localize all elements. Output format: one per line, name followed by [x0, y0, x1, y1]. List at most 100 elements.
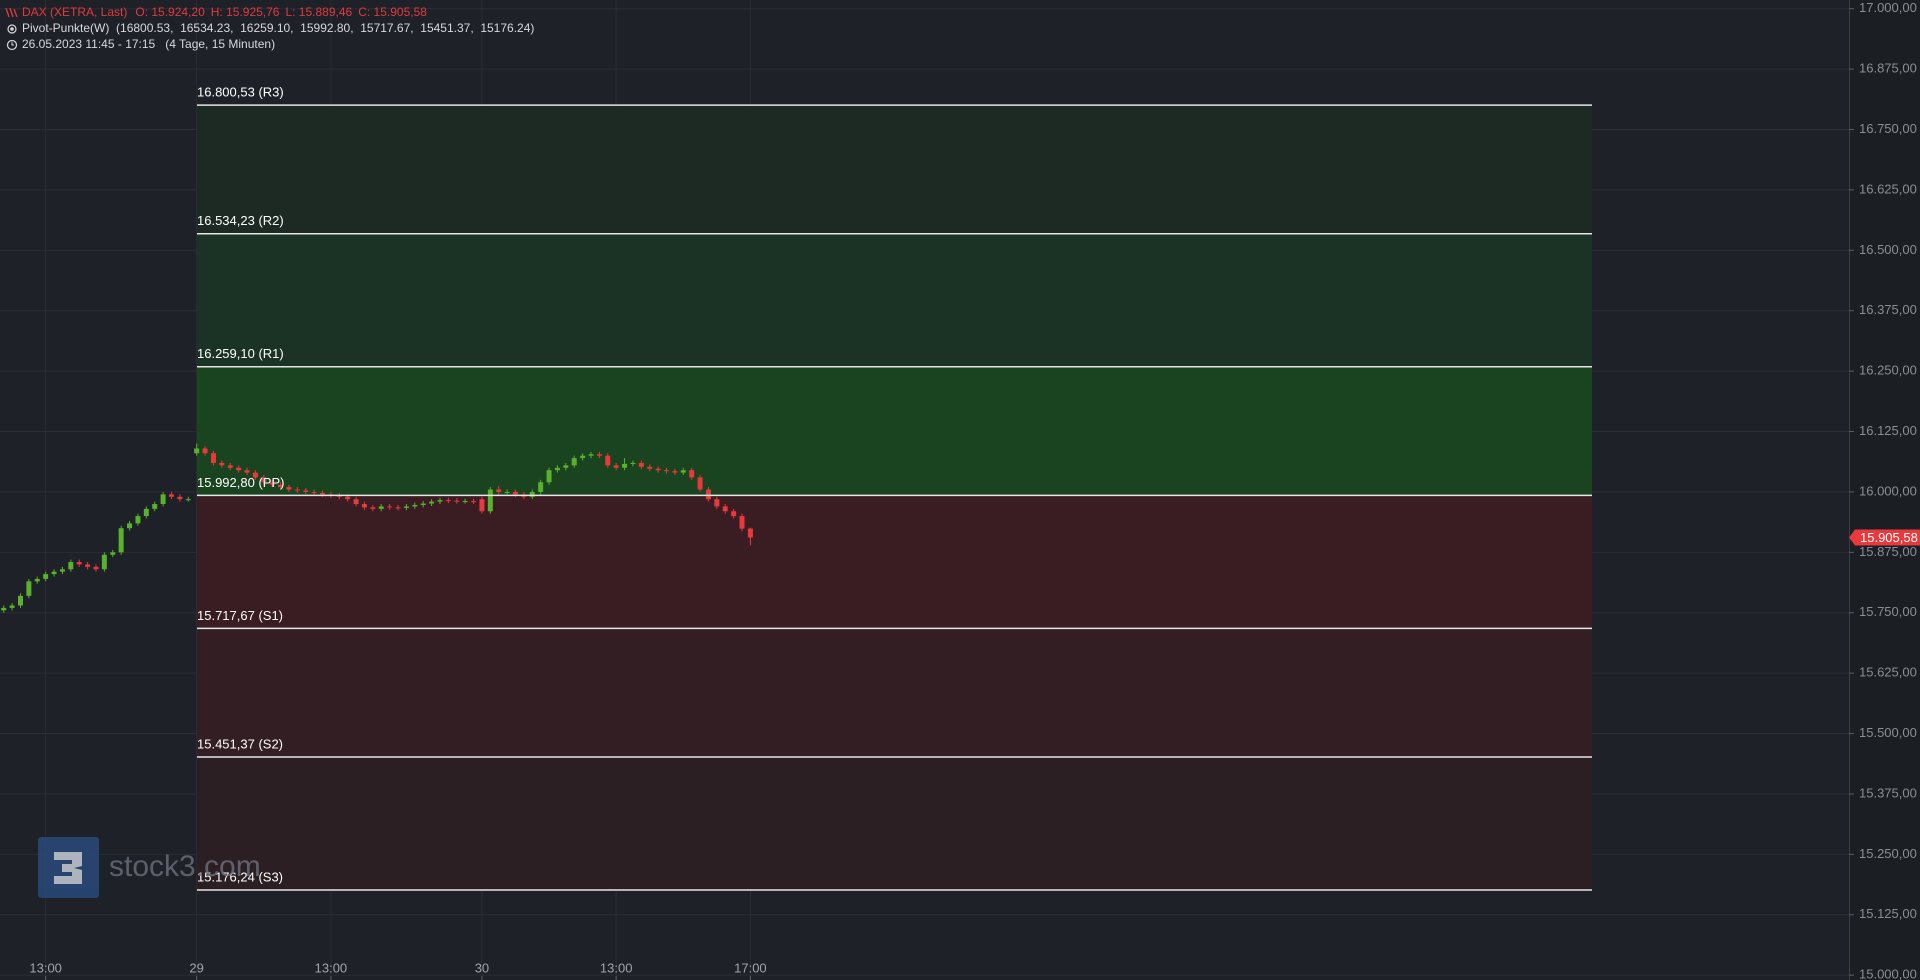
- candle-body: [680, 470, 686, 473]
- candle-body: [445, 500, 451, 502]
- pivot-zone: [197, 757, 1592, 891]
- candle-body: [152, 504, 158, 509]
- ohlc-label: H: 15.925,76: [211, 5, 280, 19]
- candle-body: [387, 506, 393, 508]
- pivot-zones: [197, 105, 1592, 891]
- candle-body: [227, 465, 233, 468]
- candle-body: [647, 466, 653, 469]
- candle-body: [697, 477, 703, 490]
- candle-body: [664, 470, 670, 472]
- candle-body: [294, 489, 300, 491]
- candle-body: [160, 494, 166, 505]
- candle-body: [739, 516, 745, 529]
- candle-body: [395, 507, 401, 509]
- candle-body: [177, 496, 183, 500]
- candle-body: [672, 471, 678, 473]
- candle-body: [34, 578, 40, 582]
- pivot-lines: 16.800,53 (R3) 16.534,23 (R2) 16.259,10 (R…: [197, 85, 1592, 891]
- candle-body: [68, 562, 74, 570]
- watermark-glyph: [54, 852, 82, 884]
- candle-body: [135, 516, 141, 524]
- candle-body: [622, 463, 628, 468]
- candle-body: [580, 455, 586, 459]
- candle-body: [59, 569, 65, 572]
- candle-body: [630, 462, 636, 464]
- candle-body: [244, 470, 250, 473]
- pivot-label: 16.259,10 (R1): [197, 346, 284, 361]
- candle-body: [320, 492, 326, 495]
- candle-body: [538, 482, 544, 492]
- candle-body: [219, 462, 225, 466]
- y-tick-label: 16.000,00: [1859, 483, 1917, 498]
- candle-body: [403, 506, 409, 508]
- pivot-zone: [197, 628, 1592, 758]
- candle-body: [345, 496, 351, 500]
- candle-body: [143, 508, 149, 517]
- clock-icon: [6, 39, 18, 51]
- candle-body: [9, 605, 15, 608]
- candle-body: [613, 465, 619, 468]
- candle-body: [169, 494, 174, 497]
- candle-body: [705, 489, 711, 500]
- candle-body: [286, 487, 292, 490]
- candle-body: [454, 500, 460, 502]
- candle-body: [638, 462, 644, 467]
- candle-body: [85, 564, 91, 567]
- y-tick-label: 16.250,00: [1859, 363, 1917, 378]
- ohlc-label: O: 15.924,20: [135, 5, 205, 19]
- candle-body: [361, 504, 367, 508]
- y-tick-label: 17.000,00: [1859, 0, 1917, 15]
- candle-body: [429, 501, 435, 504]
- candle-body: [471, 501, 477, 503]
- y-tick-label: 15.875,00: [1859, 544, 1917, 559]
- candle-body: [127, 523, 133, 529]
- candle-body: [210, 453, 216, 463]
- candle-body: [487, 489, 493, 512]
- candle-body: [571, 458, 577, 466]
- candle-body: [512, 491, 518, 495]
- y-tick-label: 15.375,00: [1859, 785, 1917, 800]
- candle-body: [546, 470, 552, 483]
- pivot-label: 15.717,67 (S1): [197, 608, 283, 623]
- candle-body: [605, 455, 611, 466]
- candle-body: [588, 454, 594, 456]
- candle-body: [529, 491, 535, 497]
- y-tick-label: 16.375,00: [1859, 302, 1917, 317]
- pivot-label: 15.451,37 (S2): [197, 736, 283, 751]
- candle-body: [118, 528, 124, 553]
- watermark-text: stock3.com: [109, 850, 261, 883]
- symbol-title: DAX (XETRA, Last): [22, 5, 127, 19]
- x-tick-label: 29: [189, 960, 203, 975]
- last-price-marker: [1849, 529, 1920, 546]
- ohlc-label: L: 15.889,46: [285, 5, 352, 19]
- header: DAX (XETRA, Last) Pivot-Punkte(W) (16800…: [5, 5, 534, 51]
- candle-body: [714, 499, 720, 507]
- candle-body: [504, 491, 510, 493]
- candle-body: [722, 506, 728, 512]
- candle-body: [596, 454, 602, 456]
- candle-body: [370, 507, 376, 509]
- candle-body: [353, 499, 359, 505]
- pivot-label: 15.176,24 (S3): [197, 869, 283, 884]
- x-tick-label: 13:00: [600, 960, 633, 975]
- candle-body: [185, 499, 191, 501]
- y-tick-label: 15.250,00: [1859, 846, 1917, 861]
- candle-body: [1, 607, 7, 611]
- candle-body: [311, 491, 317, 493]
- candle-body: [420, 503, 426, 505]
- y-tick-label: 16.125,00: [1859, 423, 1917, 438]
- last-price-label: 15.905,58: [1860, 530, 1918, 545]
- candle-body: [101, 554, 107, 570]
- candle-body: [731, 511, 737, 517]
- indicator-icon-dot: [10, 27, 14, 31]
- pivot-zone: [197, 366, 1592, 496]
- y-tick-label: 15.625,00: [1859, 665, 1917, 680]
- candle-body: [194, 448, 200, 454]
- y-tick-label: 15.750,00: [1859, 604, 1917, 619]
- y-tick-label: 15.500,00: [1859, 725, 1917, 740]
- pivot-label: 15.992,80 (PP): [197, 475, 284, 490]
- candle-body: [479, 499, 485, 512]
- candle-body: [655, 468, 661, 471]
- y-tick-label: 16.625,00: [1859, 181, 1917, 196]
